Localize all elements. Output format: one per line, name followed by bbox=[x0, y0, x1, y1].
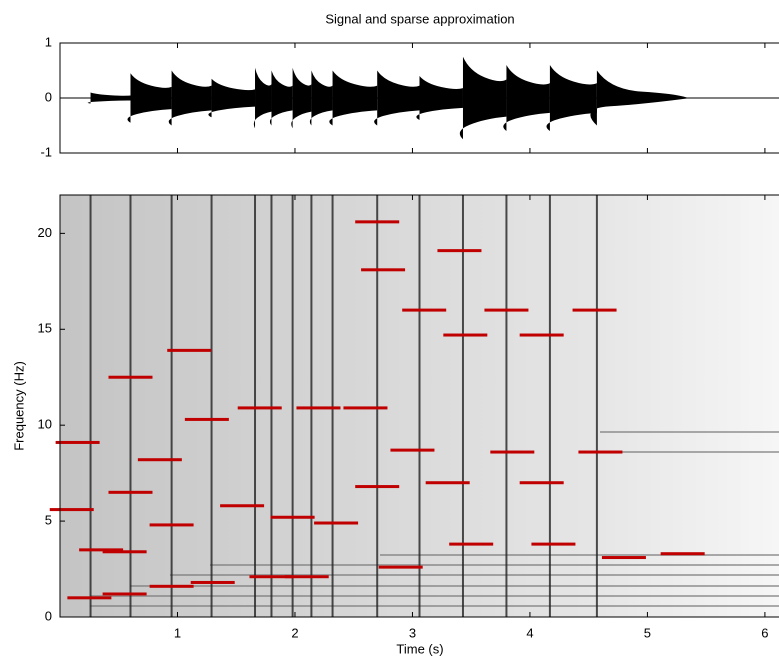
note-envelope bbox=[309, 70, 333, 126]
x-tick-label: 3 bbox=[409, 625, 416, 640]
note-envelope bbox=[127, 73, 172, 123]
atom bbox=[484, 308, 529, 312]
atom bbox=[108, 490, 153, 494]
atom bbox=[355, 220, 400, 224]
atom bbox=[237, 406, 282, 410]
atom bbox=[49, 508, 94, 512]
note-envelope bbox=[168, 70, 212, 126]
y-tick-label: 1 bbox=[45, 34, 52, 49]
note-envelope bbox=[208, 78, 256, 118]
x-tick-label: 4 bbox=[526, 625, 533, 640]
atom bbox=[149, 523, 194, 527]
x-tick-label: 5 bbox=[644, 625, 651, 640]
atom bbox=[519, 481, 564, 485]
atom bbox=[443, 333, 488, 337]
atom bbox=[296, 406, 341, 410]
atom bbox=[102, 592, 147, 596]
atom bbox=[355, 485, 400, 489]
axes-box bbox=[59, 194, 779, 618]
note-envelope bbox=[374, 70, 420, 126]
atom bbox=[284, 575, 329, 579]
atom bbox=[390, 448, 435, 452]
atom bbox=[378, 565, 423, 569]
atom bbox=[184, 417, 229, 421]
atom bbox=[572, 308, 617, 312]
atom bbox=[137, 458, 182, 462]
atom bbox=[270, 515, 315, 519]
y-tick-label: 0 bbox=[45, 89, 52, 104]
x-tick-label: 2 bbox=[291, 625, 298, 640]
atom bbox=[531, 542, 576, 546]
note-envelope bbox=[503, 65, 550, 131]
atom bbox=[578, 450, 623, 454]
atom bbox=[343, 406, 388, 410]
note-envelope bbox=[416, 76, 463, 120]
atom bbox=[167, 348, 212, 352]
atom bbox=[519, 333, 564, 337]
atom bbox=[490, 450, 535, 454]
y-tick-label: 15 bbox=[38, 321, 52, 336]
atom bbox=[190, 580, 235, 584]
y-tick-label: -1 bbox=[40, 144, 52, 159]
note-envelope bbox=[87, 92, 131, 104]
x-axis-label: Time (s) bbox=[396, 641, 443, 656]
y-tick-label: 20 bbox=[38, 225, 52, 240]
atom bbox=[55, 440, 100, 444]
x-tick-label: 1 bbox=[174, 625, 181, 640]
y-tick-label: 5 bbox=[45, 513, 52, 528]
atom bbox=[149, 584, 194, 588]
note-envelope bbox=[459, 56, 507, 140]
atom bbox=[425, 481, 470, 485]
atom bbox=[108, 375, 153, 379]
atom bbox=[449, 542, 494, 546]
atom bbox=[220, 504, 265, 508]
atom bbox=[402, 308, 447, 312]
note-envelope bbox=[253, 67, 272, 129]
atom bbox=[601, 556, 646, 560]
atom bbox=[437, 249, 482, 253]
y-tick-label: 10 bbox=[38, 417, 52, 432]
atom bbox=[79, 548, 124, 552]
note-envelope bbox=[590, 70, 687, 126]
atom bbox=[361, 268, 406, 272]
chart-title: Signal and sparse approximation bbox=[325, 11, 514, 26]
note-envelope bbox=[329, 70, 378, 126]
note-envelope bbox=[546, 65, 597, 131]
atom bbox=[249, 575, 294, 579]
atom bbox=[660, 552, 705, 556]
y-tick-label: 0 bbox=[45, 608, 52, 623]
atom bbox=[314, 521, 359, 525]
note-envelope bbox=[269, 70, 293, 126]
atom bbox=[67, 596, 112, 600]
atom bbox=[102, 550, 147, 554]
y-axis-label: Frequency (Hz) bbox=[11, 361, 26, 451]
x-tick-label: 6 bbox=[761, 625, 768, 640]
note-envelope bbox=[291, 67, 312, 129]
